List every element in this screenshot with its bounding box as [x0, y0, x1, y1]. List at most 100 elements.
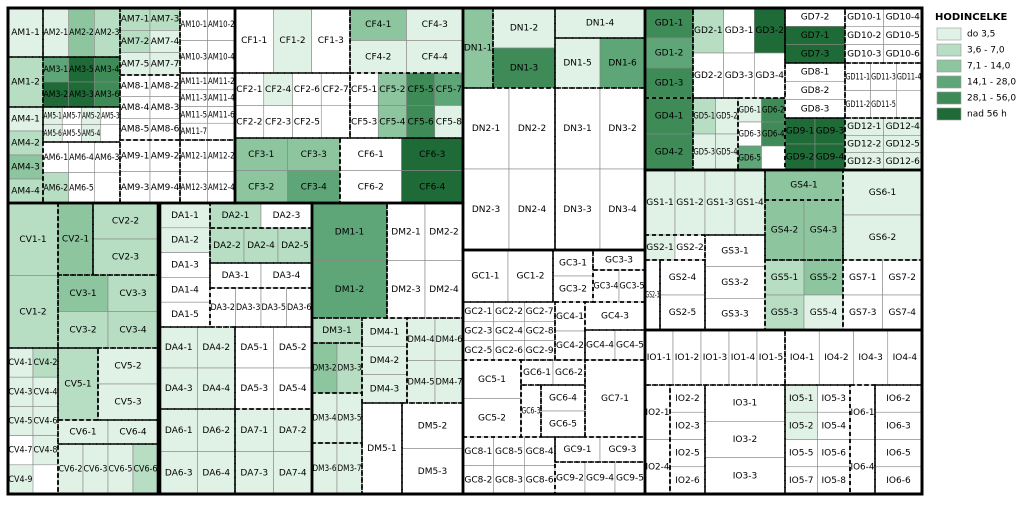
cell — [462, 436, 494, 466]
cell — [207, 171, 236, 204]
cell-group — [592, 249, 646, 271]
cell — [462, 87, 510, 170]
cell-label: GD10-5 — [886, 31, 920, 41]
cell — [107, 274, 159, 312]
cell — [159, 277, 211, 303]
cell-label: DN2-3 — [472, 205, 500, 215]
cell — [644, 97, 694, 135]
cell-label: GS1-3 — [706, 198, 733, 208]
cell — [349, 105, 379, 139]
cell — [119, 171, 151, 204]
cell-label: GS4-3 — [810, 226, 837, 236]
legend-swatch — [936, 59, 962, 73]
cell-label: CF4-1 — [365, 20, 391, 30]
cell — [42, 81, 69, 108]
cell-label: GC4-5 — [616, 341, 644, 351]
cell — [723, 7, 755, 54]
cell-label: DN3-4 — [608, 205, 637, 215]
cell — [817, 466, 851, 495]
cell-label: IO5-2 — [789, 421, 813, 431]
cell — [669, 466, 706, 495]
cell-label: CF2-1 — [236, 85, 262, 95]
legend-swatch — [936, 91, 962, 105]
cell — [42, 7, 69, 58]
legend-label: 7,1 - 14,0 — [967, 62, 1011, 72]
cell-label: GD3-1 — [725, 26, 754, 36]
cell-label: AM2-1 — [44, 28, 69, 38]
cell-label: GD11-3 — [871, 72, 896, 82]
cell — [704, 266, 766, 299]
cell-label: GD2-2 — [694, 71, 723, 81]
cell-label: GD12-3 — [847, 157, 881, 167]
cell-label: DN1-2 — [510, 24, 538, 34]
cell-label: CV3-4 — [119, 325, 146, 335]
cell — [704, 421, 786, 458]
cell-label: GD5-4 — [716, 148, 738, 158]
cell — [644, 67, 694, 99]
cell-label: GC9-1 — [564, 445, 592, 455]
cell-label: GD4-2 — [655, 148, 684, 158]
cell — [754, 7, 786, 54]
cell-label: GC5-1 — [478, 375, 506, 385]
cell-group — [520, 359, 586, 386]
legend-swatch — [936, 75, 962, 89]
cell-label: CF2-6 — [294, 85, 320, 95]
cell-label: CF4-3 — [422, 20, 448, 30]
cell-label: GS3-2 — [721, 278, 748, 288]
cell-label: DN2-1 — [472, 124, 500, 134]
cell-label: GD9-2 — [786, 153, 815, 163]
cell-label: DM4-5 — [408, 377, 435, 387]
cell-label: CF6-2 — [358, 182, 384, 192]
cell-label: IO1-1 — [647, 353, 671, 363]
cell — [704, 298, 766, 331]
cell-label: GS2-5 — [669, 308, 696, 318]
cell-label: IO2-1 — [646, 408, 670, 418]
cell-label: CF3-2 — [248, 182, 274, 192]
cell-label: DA1-4 — [171, 285, 199, 295]
cell-label: CF2-5 — [294, 117, 320, 127]
cell-label: GC3-2 — [559, 285, 587, 295]
cell-label: DA3-1 — [222, 271, 250, 281]
cell — [424, 202, 464, 261]
cell-label: AM9-4 — [151, 183, 180, 193]
cell — [273, 7, 312, 74]
cell-label: DA2-3 — [273, 211, 301, 221]
cell-label: IO4-2 — [824, 353, 848, 363]
cell — [92, 202, 159, 240]
cell-group — [179, 72, 236, 141]
cell-label: CF1-1 — [241, 36, 267, 46]
cell-label: CF5-6 — [408, 117, 434, 127]
cell-label: AM8-4 — [121, 103, 150, 113]
cell-label: GS4-1 — [790, 181, 817, 191]
cell-label: CF4-2 — [365, 52, 391, 62]
cell-label: CF5-5 — [408, 85, 434, 95]
cell-label: GD7-2 — [801, 13, 830, 23]
cell-label: AM6-5 — [69, 183, 94, 193]
cell — [7, 202, 59, 276]
cell-label: AM3-2 — [44, 90, 69, 100]
cell-label: AM6-2 — [44, 183, 69, 193]
cell — [273, 367, 313, 410]
cell-label: CV5-2 — [114, 362, 141, 372]
cell — [554, 87, 601, 170]
cell-label: GD6-2 — [762, 106, 785, 116]
cell — [7, 56, 44, 108]
cell-label: GC2-8 — [526, 327, 554, 337]
cell-label: IO2-3 — [675, 421, 699, 431]
cell-label: DM3-1 — [322, 326, 351, 336]
cell-label: GC2-4 — [495, 327, 523, 337]
cell-label: CV6-6 — [134, 465, 158, 475]
cell-label: CF6-3 — [419, 150, 445, 160]
cell-label: AM8-1 — [121, 81, 150, 91]
cell-label: DM3-4 — [313, 414, 337, 424]
cell-label: GC1-2 — [517, 272, 545, 282]
cell-label: GS1-4 — [736, 198, 764, 208]
legend-label: 3,6 - 7,0 — [967, 46, 1005, 56]
cell — [311, 202, 388, 261]
cell-label: GC3-1 — [559, 259, 587, 269]
cell — [159, 227, 211, 253]
cell — [406, 105, 436, 139]
cell — [234, 326, 274, 369]
cell — [349, 40, 407, 74]
cell-label: CV4-5 — [9, 417, 33, 427]
